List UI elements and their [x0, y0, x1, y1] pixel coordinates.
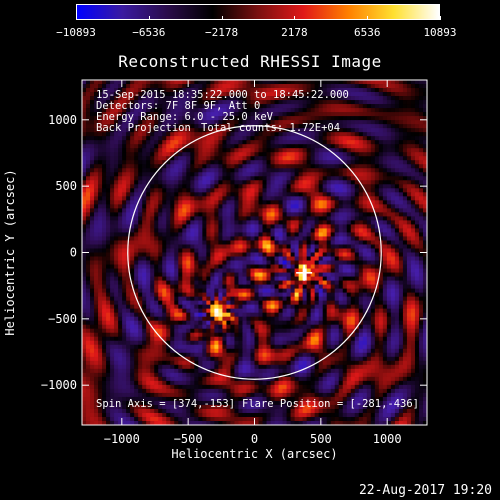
x-tick-label: −500	[174, 432, 203, 446]
annotation-energy-range: Energy Range: 6.0 - 25.0 keV	[96, 111, 274, 123]
annotation-spin-axis: Spin Axis = [374,-153]	[96, 398, 235, 410]
solar-limb-circle	[127, 125, 382, 380]
spin-axis-plus-marker	[296, 264, 313, 281]
annotation-method: Back Projection	[96, 122, 191, 134]
colorbar	[76, 4, 440, 20]
colorbar-tick-label: 6536	[353, 26, 381, 39]
colorbar-tick-label: 2178	[281, 26, 308, 39]
y-tick-label: 500	[55, 179, 77, 193]
colorbar-tick-label: −6536	[132, 26, 166, 39]
y-tick-label: −500	[48, 312, 77, 326]
colorbar-tick-mark	[367, 16, 369, 20]
x-tick-label: 1000	[373, 432, 402, 446]
chart-title: Reconstructed RHESSI Image	[118, 52, 382, 71]
y-axis-label: Heliocentric Y (arcsec)	[3, 169, 17, 335]
colorbar-tick-label: −2178	[205, 26, 239, 39]
colorbar-tick-label: 10893	[423, 26, 457, 39]
y-tick-label: 0	[70, 246, 77, 260]
colorbar-tick-mark	[294, 16, 296, 20]
colorbar-tick-mark	[148, 16, 150, 20]
x-tick-label: 0	[251, 432, 258, 446]
annotation-detectors: Detectors: 7F 8F 9F, Att 0	[96, 100, 260, 112]
colorbar-tick-label: −10893	[56, 26, 96, 39]
x-tick-label: 500	[310, 432, 332, 446]
heatmap-cells	[82, 80, 427, 425]
colorbar-tick-mark	[221, 16, 223, 20]
colorbar-tick-mark	[440, 16, 441, 20]
annotation-time-range: 15-Sep-2015 18:35:22.000 to 18:45:22.000	[96, 89, 349, 101]
x-tick-label: −1000	[104, 432, 140, 446]
y-tick-label: −1000	[41, 378, 77, 392]
colorbar-tick-mark	[76, 16, 77, 20]
y-tick-label: 1000	[48, 113, 77, 127]
annotation-total-counts: Total counts: 1.72E+04	[201, 122, 340, 134]
annotation-flare-position: Flare Position = [-281,-436]	[242, 398, 419, 410]
x-axis-label: Heliocentric X (arcsec)	[171, 447, 337, 461]
timestamp: 22-Aug-2017 19:20	[358, 483, 492, 498]
